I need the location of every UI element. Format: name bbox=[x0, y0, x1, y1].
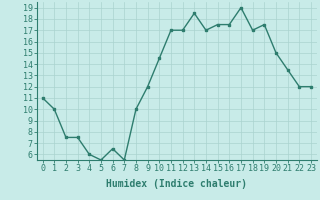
X-axis label: Humidex (Indice chaleur): Humidex (Indice chaleur) bbox=[106, 179, 247, 189]
